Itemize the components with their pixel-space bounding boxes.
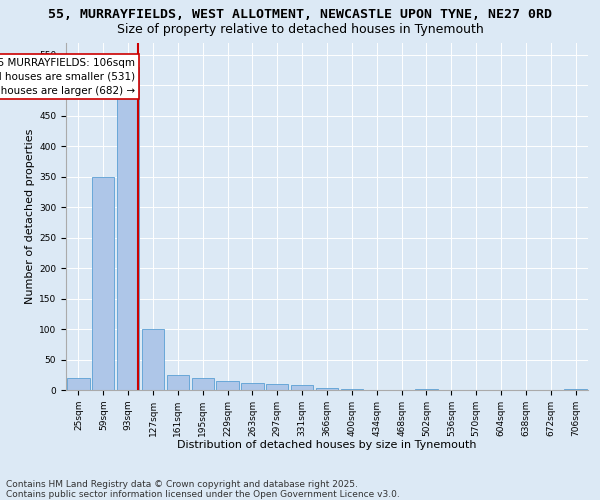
- Y-axis label: Number of detached properties: Number of detached properties: [25, 128, 35, 304]
- Bar: [241, 382, 263, 390]
- Text: Contains HM Land Registry data © Crown copyright and database right 2025.
Contai: Contains HM Land Registry data © Crown c…: [6, 480, 400, 499]
- Bar: [92, 176, 115, 390]
- Bar: [217, 381, 239, 390]
- Bar: [67, 378, 89, 390]
- Bar: [142, 329, 164, 390]
- Bar: [117, 67, 139, 390]
- Bar: [167, 375, 189, 390]
- X-axis label: Distribution of detached houses by size in Tynemouth: Distribution of detached houses by size …: [177, 440, 477, 450]
- Bar: [316, 388, 338, 390]
- Text: 55, MURRAYFIELDS, WEST ALLOTMENT, NEWCASTLE UPON TYNE, NE27 0RD: 55, MURRAYFIELDS, WEST ALLOTMENT, NEWCAS…: [48, 8, 552, 20]
- Bar: [266, 384, 289, 390]
- Text: 55 MURRAYFIELDS: 106sqm
← 43% of detached houses are smaller (531)
56% of semi-d: 55 MURRAYFIELDS: 106sqm ← 43% of detache…: [0, 58, 135, 96]
- Bar: [291, 385, 313, 390]
- Text: Size of property relative to detached houses in Tynemouth: Size of property relative to detached ho…: [116, 22, 484, 36]
- Bar: [191, 378, 214, 390]
